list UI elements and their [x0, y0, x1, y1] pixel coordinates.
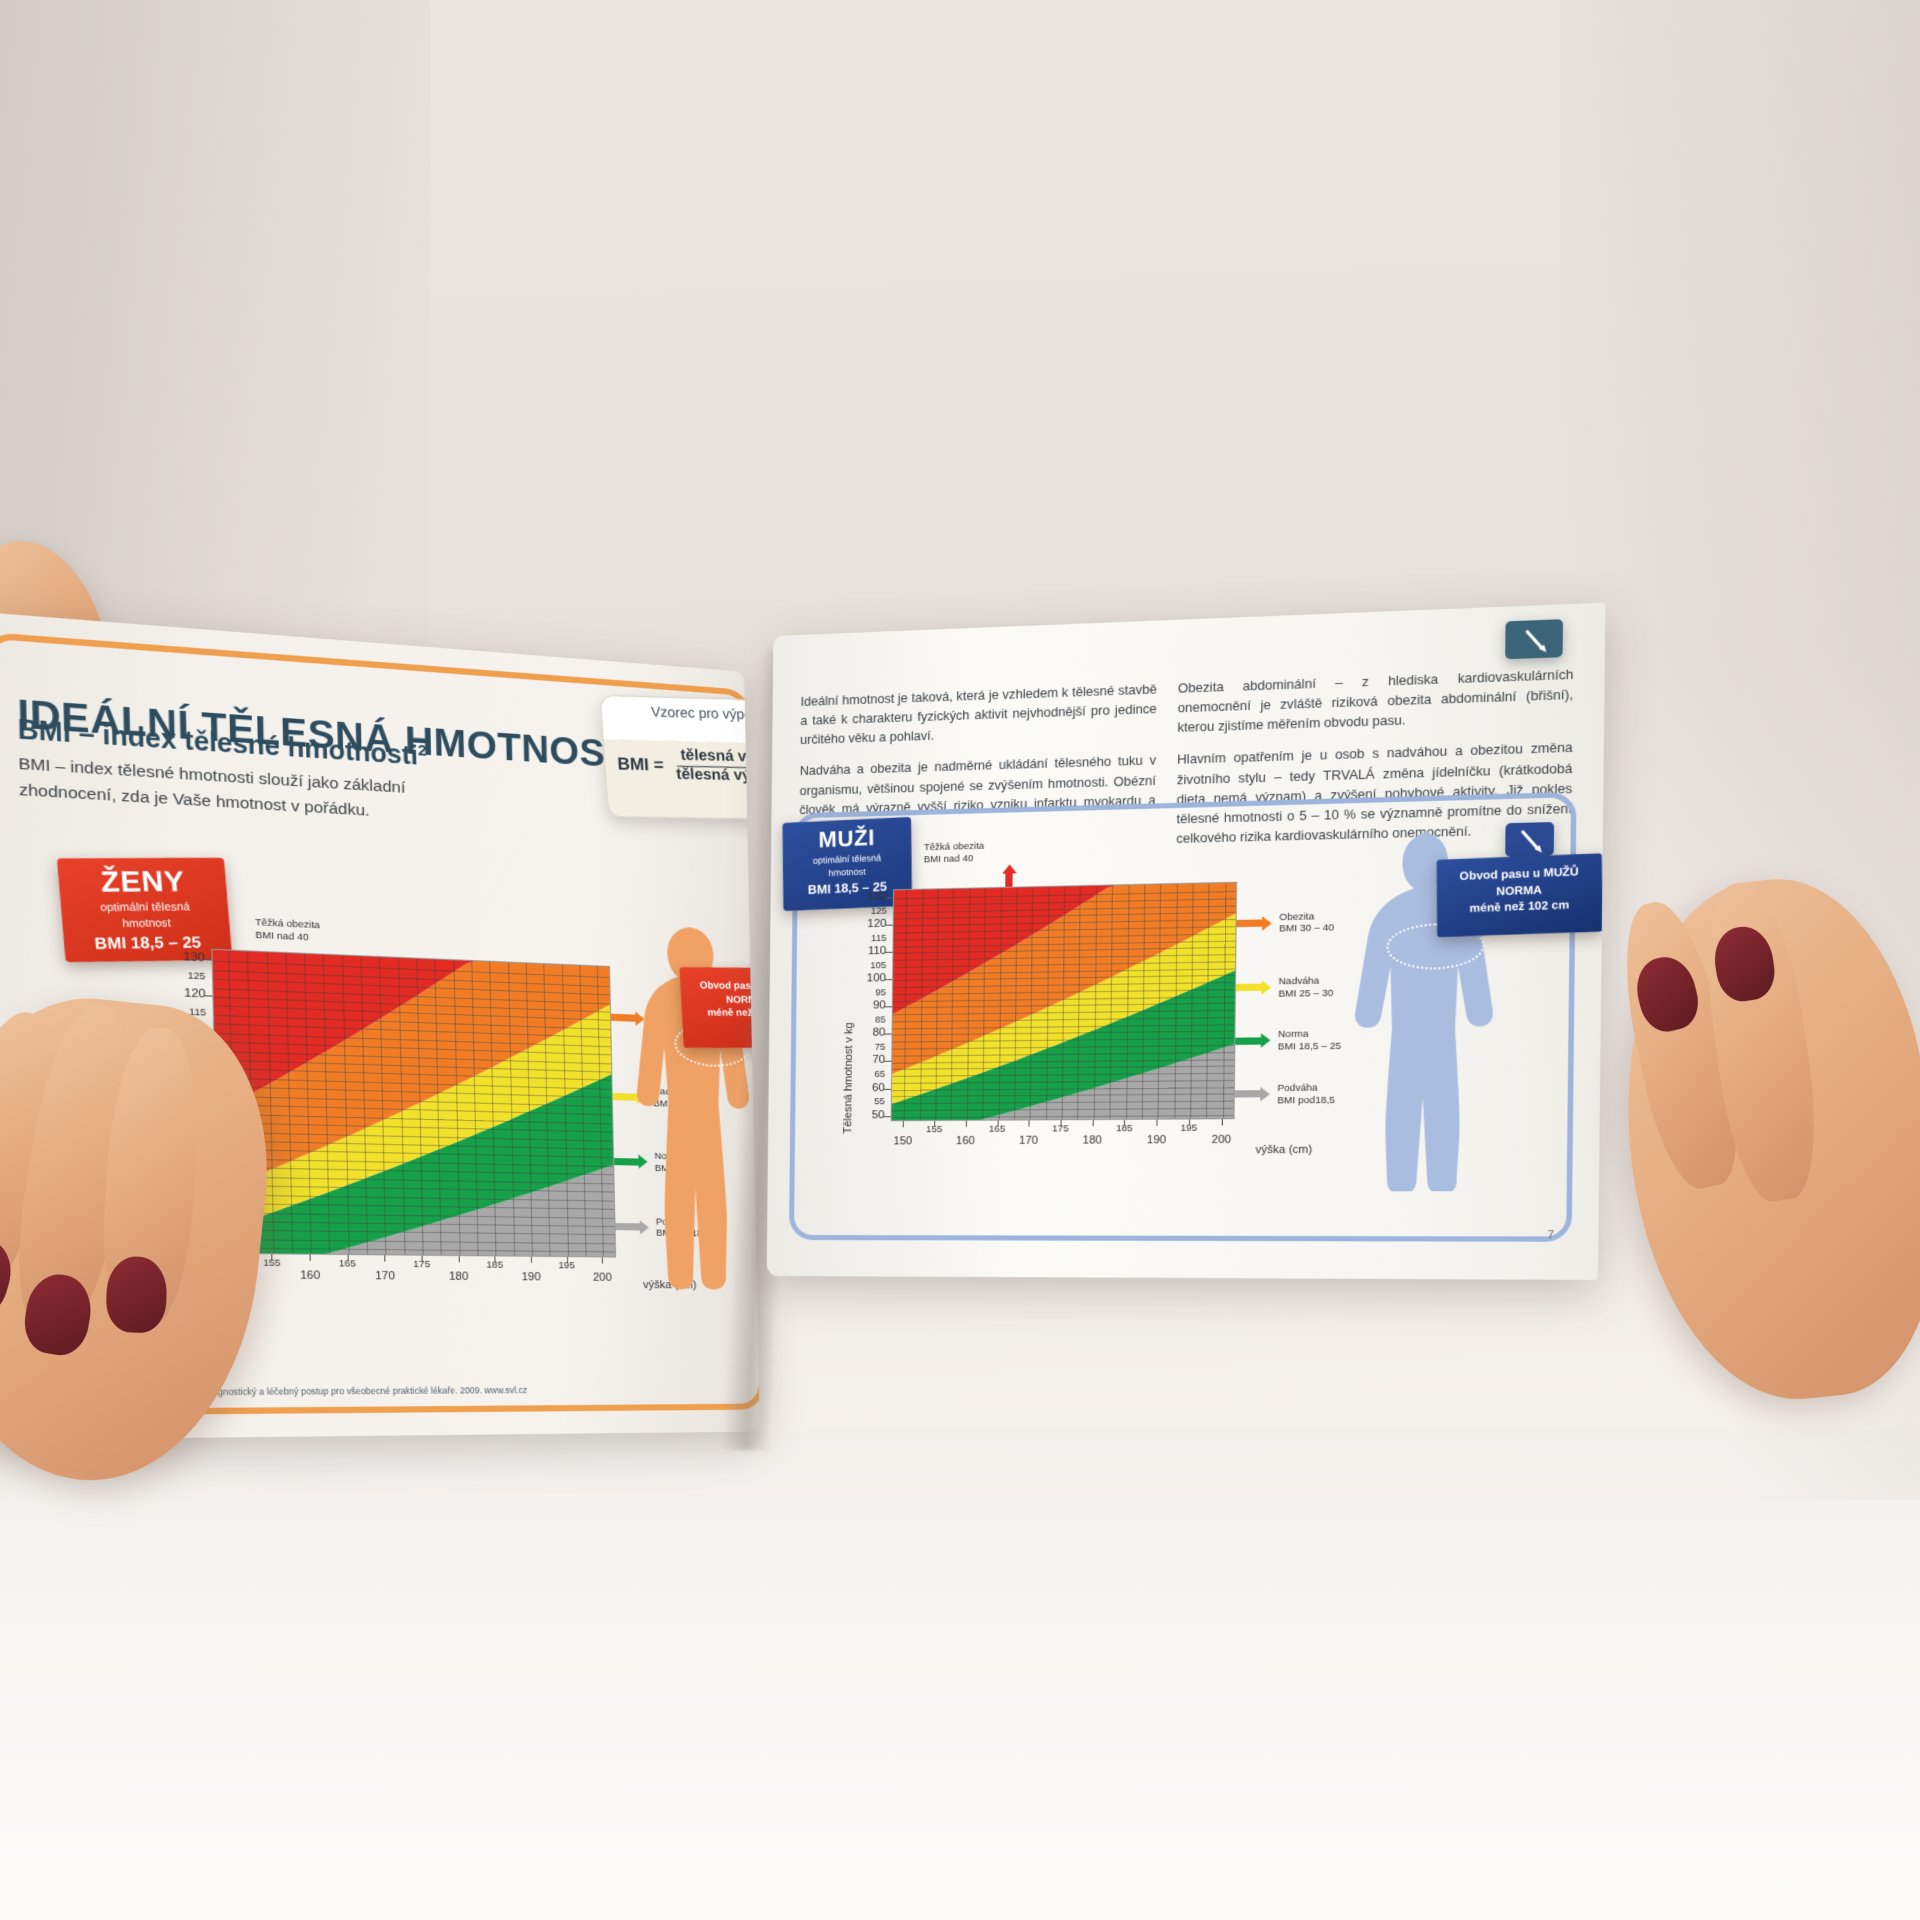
chart-ytick: 75: [874, 1041, 886, 1053]
chart-ytick: 95: [195, 1078, 208, 1091]
chart-ytick: 100: [185, 1058, 208, 1073]
chart-ytick: 60: [195, 1203, 211, 1216]
chart-ytick: 65: [198, 1186, 211, 1199]
chart-ytick: 115: [871, 932, 887, 944]
chart-ytick: 120: [184, 986, 206, 1001]
chart-legend-arrow: [1235, 983, 1264, 992]
chart-xtick: 180: [448, 1270, 469, 1283]
chart-ytick: 50: [196, 1238, 212, 1252]
chart-ytick: 90: [872, 999, 886, 1012]
chart-ytick: 70: [195, 1167, 210, 1181]
chart-ytick: 85: [874, 1014, 886, 1026]
chart-ytick: 90: [193, 1095, 209, 1109]
chart-legend-sublabel: BMI 25 – 30: [1278, 987, 1334, 1000]
chart-ytick: 55: [198, 1222, 211, 1234]
chart-ytick: 80: [194, 1131, 209, 1145]
background-table: [0, 1430, 1920, 1920]
chart-ytick: 85: [196, 1114, 209, 1127]
chart-legend-arrow: [1236, 919, 1265, 928]
page-number-right: 7: [1547, 1229, 1555, 1242]
chart-ytick: 100: [866, 972, 887, 985]
formula-bmi-label: BMI =: [616, 753, 665, 775]
chart-ytick: 125: [870, 905, 887, 917]
right-page: Ideální hmotnost je taková, která je vzh…: [766, 602, 1606, 1280]
chart-legend-label: Nadváha: [1278, 975, 1320, 988]
chart-xtick: 200: [1211, 1133, 1232, 1147]
chart-xtick: 200: [592, 1271, 612, 1284]
bmi-chart-women: Tělesná hmotnost v kg výška (cm) Těžká o…: [123, 917, 726, 1352]
chart-ytick: 130: [183, 950, 206, 965]
chart-xtick: 160: [299, 1269, 321, 1283]
chart-xtick: 190: [521, 1271, 541, 1284]
chart-xtick: 150: [893, 1135, 913, 1148]
wall-shadow-right: [1560, 0, 1920, 1500]
chart-ytick: 60: [871, 1081, 885, 1094]
chart-men-plot: [890, 881, 1238, 1122]
chart-legend-label: Norma: [1277, 1028, 1309, 1041]
chart-ytick: 105: [870, 959, 887, 972]
badge-men-title: MUŽI: [818, 824, 876, 853]
pen-tab-top[interactable]: [1505, 619, 1563, 660]
pen-icon: [1525, 629, 1544, 649]
chart-ytick: 125: [187, 970, 206, 983]
chart-women-top-annotation: Těžká obezita BMI nad 40: [255, 917, 320, 945]
chart-ytick: 80: [872, 1026, 886, 1040]
badge-women-sub1: optimální tělesná: [99, 900, 191, 915]
chart-ytick: 115: [189, 1006, 207, 1019]
chart-top-annotation-line: Těžká obezita: [923, 840, 985, 854]
chart-xtick: 160: [955, 1134, 975, 1148]
chart-top-annotation-line: BMI nad 40: [923, 852, 974, 866]
chart-ytick: 55: [874, 1096, 885, 1108]
chart-ytick: 75: [197, 1150, 210, 1163]
left-page: IDEÁLNÍ TĚLESNÁ HMOTNOST BMI – index těl…: [0, 608, 760, 1441]
chart-legend-sublabel: BMI 30 – 40: [1279, 922, 1335, 936]
chart-xtick: 190: [1146, 1133, 1167, 1147]
chart-ytick: 65: [874, 1068, 886, 1081]
chart-ytick: 120: [867, 917, 887, 931]
chart-xtick: 150: [223, 1268, 245, 1282]
page-number-left: 6: [0, 1407, 8, 1421]
chart-ytick: 95: [875, 987, 886, 999]
chart-ytick: 70: [872, 1054, 886, 1067]
chart-legend-arrow: [1235, 1037, 1264, 1045]
chart-ytick: 110: [867, 945, 887, 958]
chart-ytick: 130: [867, 890, 887, 904]
page-subtitle-sup: 2: [417, 742, 427, 760]
chart-ytick: 110: [185, 1022, 207, 1037]
badge-women-title: ŽENY: [99, 865, 187, 899]
chart-xtick: 180: [1082, 1134, 1102, 1147]
chart-men-xlabel: výška (cm): [1255, 1143, 1313, 1157]
chart-xtick: 170: [1019, 1134, 1039, 1147]
right-paragraph-3: Obezita abdominální – z hlediska kardiov…: [1177, 667, 1574, 736]
right-paragraph-1: Ideální hmotnost je taková, která je vzh…: [800, 682, 1157, 748]
chart-xtick: 170: [375, 1269, 395, 1283]
chart-women-plot: [211, 948, 617, 1258]
pen-icon: [1520, 829, 1539, 850]
formula-card-title: Vzorec pro výpočet BMI:: [650, 703, 760, 723]
chart-legend-sublabel: BMI pod18,5: [1277, 1094, 1336, 1107]
bmi-formula-card: Vzorec pro výpočet BMI: BMI = tělesná vá…: [599, 694, 760, 821]
chart-ytick: 50: [871, 1108, 885, 1121]
chart-legend-sublabel: BMI 18,5 – 25: [1277, 1040, 1342, 1053]
chart-legend-label: Obezita: [1279, 910, 1315, 923]
chart-ytick: 105: [189, 1042, 208, 1055]
chart-legend-label: Podváha: [1277, 1082, 1318, 1094]
callout-waist-men: Obvod pasu u MUŽŮ NORMA méně než 102 cm: [1436, 853, 1603, 938]
bmi-chart-men: Tělesná hmotnost v kg výška (cm) Těžká o…: [827, 841, 1415, 1224]
chart-men-top-annotation: Těžká obezita BMI nad 40: [924, 841, 985, 867]
silhouette-men: [1353, 829, 1495, 1192]
chart-legend-arrow: [1234, 1090, 1263, 1098]
badge-women-sub2: hmotnost: [121, 916, 172, 930]
